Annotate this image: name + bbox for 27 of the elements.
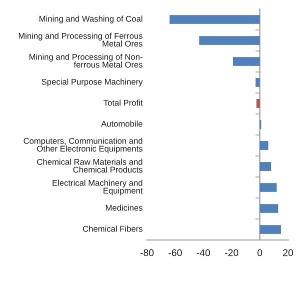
y-tick-label: Total Profit [104, 100, 143, 106]
y-tick-label: Automobile [101, 120, 142, 127]
bar [256, 99, 260, 108]
bar [256, 78, 260, 87]
x-tick-label: -60 [168, 249, 182, 256]
y-tick-label: Medicines [106, 204, 142, 211]
x-tick-label: 20 [283, 249, 294, 256]
y-tick-label: Electrical Machinery and Equipment [52, 180, 143, 196]
y-tick-label: Mining and Washing of Coal [40, 16, 142, 24]
bar [260, 141, 268, 150]
y-tick-label: Special Purpose Machinery [42, 78, 143, 86]
bar [260, 225, 281, 234]
bar [233, 57, 260, 66]
x-tick-label: 0 [257, 249, 262, 256]
bar [170, 15, 260, 24]
y-tick-label: Mining and Processing of Ferrous Metal Ores [18, 32, 142, 47]
y-tick-label: Chemical Raw Materials and Chemical Products [37, 158, 142, 173]
y-tick-label: Mining and Processing of Non- ferrous Metal Ores [30, 54, 142, 68]
x-tick-label: -80 [140, 249, 154, 256]
bar [199, 36, 260, 45]
bar [260, 204, 278, 213]
x-tick-label: -40 [196, 249, 210, 256]
bar [260, 183, 277, 192]
y-tick-label: Chemical Fibers [82, 226, 142, 232]
x-tick-label: -20 [225, 249, 238, 256]
bar [260, 162, 272, 171]
y-tick-label: Computers, Communication and Other Electronic Equipments [24, 138, 142, 154]
